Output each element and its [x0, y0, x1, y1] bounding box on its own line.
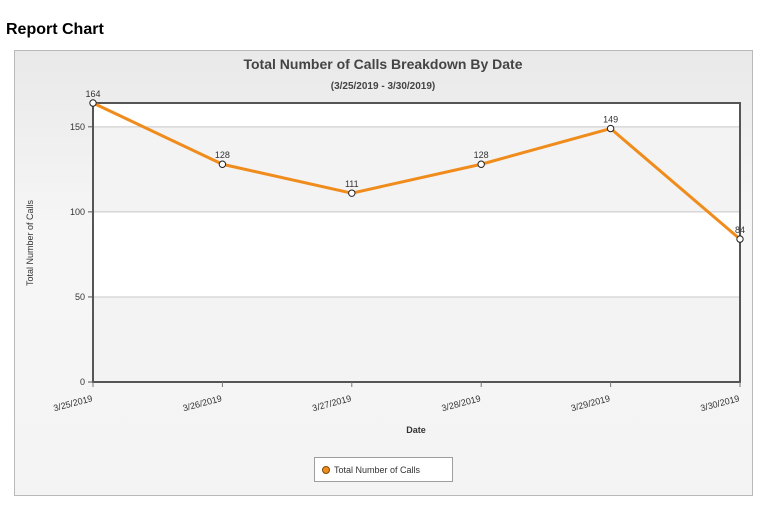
data-point: [477, 160, 485, 168]
chart-subtitle: (3/25/2019 - 3/30/2019): [331, 81, 436, 92]
chart-legend: Total Number of Calls: [314, 457, 453, 482]
legend-marker: [322, 465, 330, 474]
x-tick-label: 3/30/2019: [699, 393, 740, 413]
grid-band: [93, 126, 740, 212]
data-label: 128: [215, 150, 230, 160]
series-line: [91, 101, 742, 241]
grid-band: [93, 296, 740, 382]
data-label: 149: [603, 115, 618, 125]
data-label: 84: [735, 225, 745, 235]
x-tick-label: 3/28/2019: [440, 393, 481, 413]
page-heading: Report Chart: [6, 21, 104, 38]
data-label: 111: [345, 179, 359, 189]
chart-title: Total Number of Calls Breakdown By Date: [243, 56, 522, 72]
y-tick-label: 0: [80, 377, 85, 387]
data-point: [736, 235, 744, 243]
data-point: [218, 160, 227, 168]
data-point: [348, 189, 356, 197]
y-axis-label: Total Number of Calls: [25, 199, 35, 286]
x-axis-label: Date: [406, 425, 426, 435]
x-tick-label: 3/29/2019: [570, 393, 611, 413]
data-label: 128: [474, 150, 489, 160]
x-tick-label: 3/27/2019: [311, 393, 352, 413]
y-tick-label: 150: [70, 122, 85, 132]
y-tick-label: 50: [75, 292, 85, 302]
x-tick-label: 3/26/2019: [182, 393, 223, 413]
legend-label: Total Number of Calls: [334, 464, 421, 475]
y-tick-label: 100: [70, 207, 85, 217]
data-label: 164: [85, 89, 100, 99]
data-point: [89, 99, 97, 107]
data-point: [606, 124, 615, 133]
x-tick-label: 3/25/2019: [52, 393, 93, 413]
